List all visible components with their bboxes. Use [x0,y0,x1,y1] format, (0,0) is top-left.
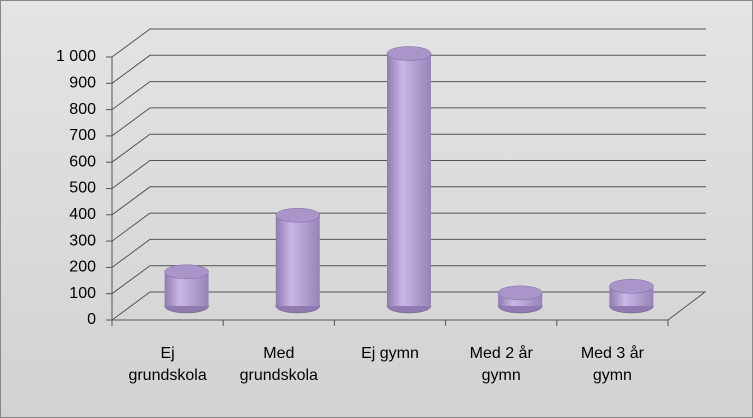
y-tick-label: 100 [69,285,96,302]
x-tick-label-line: grundskola [240,367,318,384]
bar-top [386,46,432,61]
y-tick-label: 900 [69,75,96,92]
x-tick-label: Ej grundskola [128,345,206,384]
x-tick-label-line: gymn [593,367,632,384]
x-tick-label: Med grundskola [240,345,318,384]
x-tick-label-line: gymn [482,367,521,384]
grid-line [111,107,706,137]
grid-line [111,54,706,84]
y-tick-label: 0 [87,311,96,328]
x-tick-label-line: Med 3 år [581,344,645,362]
x-tick-label-line: Ej [160,345,174,362]
grid-line [111,265,706,295]
bar [387,53,431,306]
x-tick-label: Med 3 år gymn [581,344,645,384]
bar-group [497,285,543,314]
bar-group [609,279,654,314]
bar-top [164,264,209,280]
bar-top [609,279,654,294]
grid-line [111,160,706,189]
bar-group [386,46,432,314]
x-tick-label-line: Med 2 år [470,344,534,362]
floor [110,291,707,321]
y-tick-label: 1 000 [56,48,96,65]
grid-line [111,212,706,242]
bar-top [275,208,321,223]
bar-group [275,208,321,314]
y-tick-label: 400 [69,206,96,223]
y-tick-label: 800 [69,101,96,118]
y-tick-label: 500 [69,180,96,197]
x-tick-label-line: grundskola [128,367,206,384]
grid-line [111,28,706,58]
x-tick-label: Ej gymn [361,345,419,362]
grid-line [111,186,706,216]
grid-line [111,133,706,163]
x-tick-label-line: Ej gymn [361,345,419,362]
grid-line [111,238,706,268]
y-tick-label: 300 [69,232,96,249]
y-tick-label: 600 [69,153,96,170]
bar-group [164,264,209,314]
bar [275,215,320,306]
grid-line [111,81,706,111]
x-tick-label: Med 2 år gymn [470,344,534,384]
y-tick-label: 200 [69,259,96,276]
x-tick-label-line: Med [263,345,294,362]
y-tick-label: 700 [69,127,96,144]
bar-top [497,285,543,301]
